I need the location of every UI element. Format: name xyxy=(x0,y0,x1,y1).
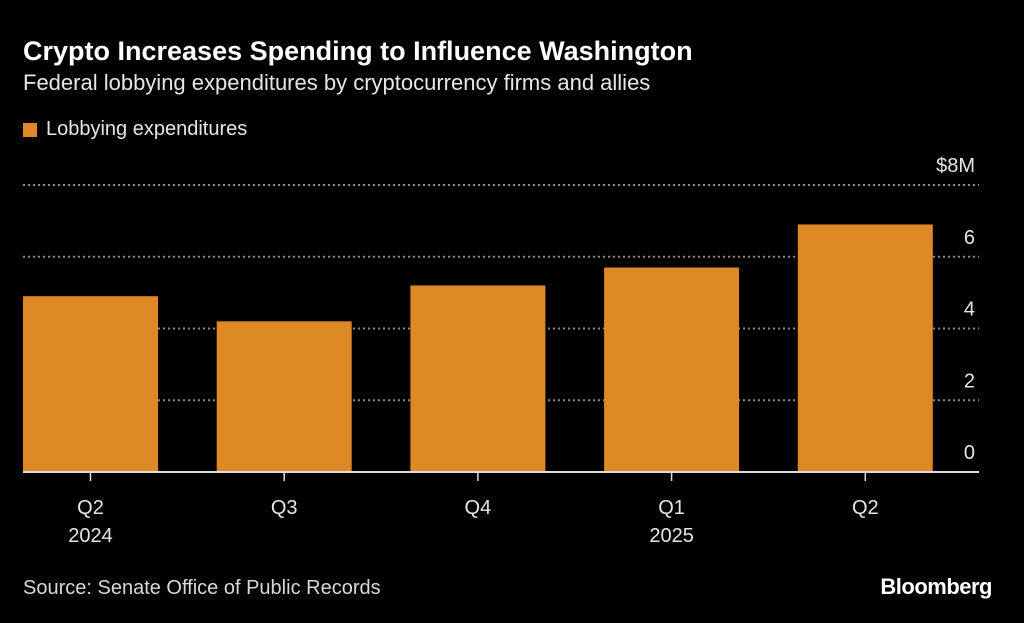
legend: Lobbying expenditures xyxy=(23,118,247,141)
x-tick-year-label: 2024 xyxy=(68,525,113,547)
legend-label: Lobbying expenditures xyxy=(46,118,248,140)
bar xyxy=(604,267,740,472)
bar xyxy=(797,224,933,472)
x-tick-label: Q1 xyxy=(658,497,685,519)
y-tick-label: 0 xyxy=(964,442,975,464)
y-tick-label: $8M xyxy=(936,155,975,177)
x-tick-year-label: 2025 xyxy=(649,525,694,547)
source-note: Source: Senate Office of Public Records xyxy=(23,577,381,599)
x-tick-label: Q3 xyxy=(271,497,298,519)
chart-title: Crypto Increases Spending to Influence W… xyxy=(23,36,693,66)
bar xyxy=(216,321,352,472)
bar xyxy=(23,296,158,472)
x-tick-label: Q2 xyxy=(77,497,104,519)
x-tick-label: Q4 xyxy=(465,497,492,519)
x-tick-label: Q2 xyxy=(852,497,879,519)
y-tick-label: 2 xyxy=(964,370,975,392)
y-tick-label: 6 xyxy=(964,227,975,249)
chart-subtitle: Federal lobbying expenditures by cryptoc… xyxy=(23,70,651,95)
bar xyxy=(410,285,546,472)
y-tick-label: 4 xyxy=(964,299,975,321)
legend-swatch xyxy=(23,122,37,137)
bloomberg-logo: Bloomberg xyxy=(880,574,992,599)
